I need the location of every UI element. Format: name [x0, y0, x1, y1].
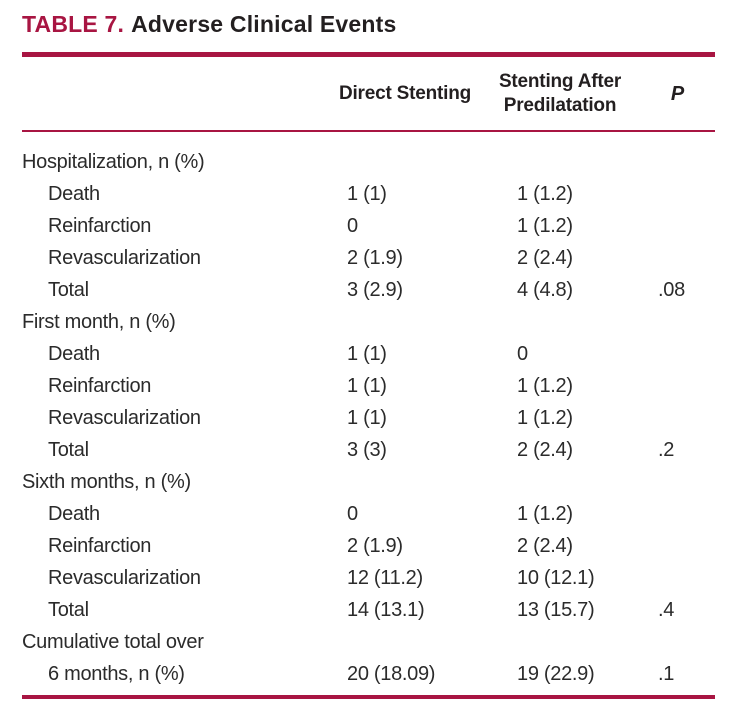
cell-stenting-after-predilatation: 13 (15.7) [517, 598, 595, 621]
row-label: Death [48, 342, 100, 365]
table-row: Total 3 (3) 2 (2.4) .2 [22, 434, 715, 466]
table-row: Reinfarction 2 (1.9) 2 (2.4) [22, 530, 715, 562]
table-body: Hospitalization, n (%) Death 1 (1) 1 (1.2) R… [22, 146, 715, 690]
cell-stenting-after-predilatation: 2 (2.4) [517, 534, 573, 557]
header-stenting-after-predilatation: Stenting After Predilatation [480, 70, 640, 118]
cell-direct-stenting: 0 [347, 502, 358, 525]
table-row: Death 1 (1) 0 [22, 338, 715, 370]
table-row: Reinfarction 0 1 (1.2) [22, 210, 715, 242]
header-p-value: P [670, 83, 685, 105]
table-row: First month, n (%) [22, 306, 715, 338]
cell-stenting-after-predilatation: 1 (1.2) [517, 182, 573, 205]
cell-stenting-after-predilatation: 2 (2.4) [517, 438, 573, 461]
table-row: Cumulative total over [22, 626, 715, 658]
row-label: Total [48, 278, 89, 301]
row-label: Sixth months, n (%) [22, 470, 191, 493]
cell-direct-stenting: 14 (13.1) [347, 598, 425, 621]
header-stenting-after-line1: Stenting After [498, 71, 622, 92]
table-row: Revascularization 2 (1.9) 2 (2.4) [22, 242, 715, 274]
cell-stenting-after-predilatation: 1 (1.2) [517, 374, 573, 397]
cell-stenting-after-predilatation: 1 (1.2) [517, 214, 573, 237]
cell-stenting-after-predilatation: 1 (1.2) [517, 502, 573, 525]
header-direct-stenting: Direct Stenting [338, 83, 472, 104]
row-label: Revascularization [48, 406, 201, 429]
row-label: Reinfarction [48, 534, 152, 557]
header-divider-rule [22, 130, 715, 132]
bottom-rule [22, 695, 715, 699]
row-label: Cumulative total over [22, 630, 204, 653]
row-label: First month, n (%) [22, 310, 176, 333]
cell-direct-stenting: 1 (1) [347, 342, 387, 365]
cell-p-value: .1 [658, 662, 675, 685]
row-label: Total [48, 438, 89, 461]
row-label: Death [48, 502, 100, 525]
row-label: Total [48, 598, 89, 621]
cell-p-value: .08 [658, 278, 685, 301]
table-title-text: Adverse Clinical Events [131, 11, 397, 37]
cell-stenting-after-predilatation: 19 (22.9) [517, 662, 595, 685]
cell-stenting-after-predilatation: 0 [517, 342, 528, 365]
table-row: Sixth months, n (%) [22, 466, 715, 498]
row-label: Death [48, 182, 100, 205]
cell-direct-stenting: 0 [347, 214, 358, 237]
cell-stenting-after-predilatation: 1 (1.2) [517, 406, 573, 429]
cell-p-value: .2 [658, 438, 675, 461]
cell-stenting-after-predilatation: 10 (12.1) [517, 566, 595, 589]
row-label: Revascularization [48, 246, 201, 269]
cell-direct-stenting: 2 (1.9) [347, 246, 403, 269]
row-label: Hospitalization, n (%) [22, 150, 205, 173]
cell-direct-stenting: 20 (18.09) [347, 662, 436, 685]
row-label: 6 months, n (%) [48, 662, 185, 685]
row-label: Reinfarction [48, 374, 152, 397]
header-stenting-after-line2: Predilatation [503, 95, 617, 116]
table-row: Total 14 (13.1) 13 (15.7) .4 [22, 594, 715, 626]
row-label: Revascularization [48, 566, 201, 589]
cell-p-value: .4 [658, 598, 675, 621]
table-row: Death 1 (1) 1 (1.2) [22, 178, 715, 210]
table-row: Death 0 1 (1.2) [22, 498, 715, 530]
table-row: 6 months, n (%) 20 (18.09) 19 (22.9) .1 [22, 658, 715, 690]
cell-direct-stenting: 1 (1) [347, 182, 387, 205]
table-row: Hospitalization, n (%) [22, 146, 715, 178]
cell-direct-stenting: 1 (1) [347, 406, 387, 429]
cell-direct-stenting: 2 (1.9) [347, 534, 403, 557]
table-number-label: TABLE 7. [22, 11, 125, 37]
table-row: Total 3 (2.9) 4 (4.8) .08 [22, 274, 715, 306]
table-row: Revascularization 12 (11.2) 10 (12.1) [22, 562, 715, 594]
top-rule [22, 52, 715, 57]
table-header-row: Direct Stenting Stenting After Predilata… [22, 62, 715, 126]
cell-direct-stenting: 1 (1) [347, 374, 387, 397]
table-row: Reinfarction 1 (1) 1 (1.2) [22, 370, 715, 402]
table-title: TABLE 7. Adverse Clinical Events [22, 11, 397, 38]
cell-stenting-after-predilatation: 4 (4.8) [517, 278, 573, 301]
table-row: Revascularization 1 (1) 1 (1.2) [22, 402, 715, 434]
cell-direct-stenting: 3 (3) [347, 438, 387, 461]
cell-direct-stenting: 12 (11.2) [347, 566, 423, 589]
row-label: Reinfarction [48, 214, 152, 237]
cell-stenting-after-predilatation: 2 (2.4) [517, 246, 573, 269]
cell-direct-stenting: 3 (2.9) [347, 278, 403, 301]
